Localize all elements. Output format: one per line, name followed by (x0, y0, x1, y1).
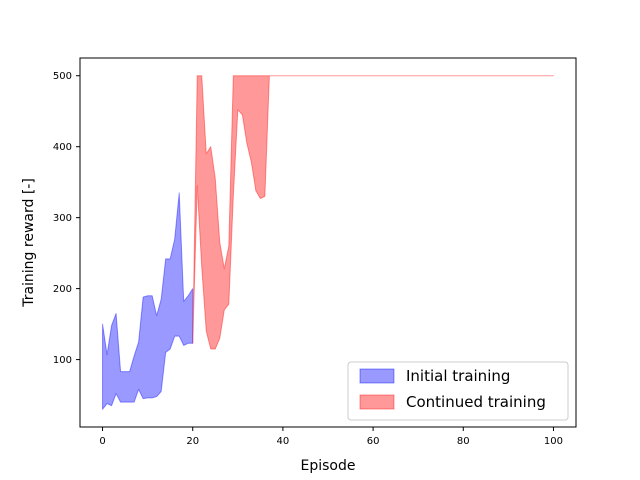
y-tick-label: 200 (53, 284, 72, 295)
x-tick-label: 40 (277, 436, 290, 447)
x-tick-label: 60 (367, 436, 380, 447)
y-tick-label: 500 (53, 71, 72, 82)
legend-label-continued: Continued training (406, 393, 546, 411)
legend: Initial training Continued training (347, 361, 569, 421)
x-axis-title: Episode (301, 458, 356, 474)
y-tick-label: 100 (53, 355, 72, 366)
series-band-0 (102, 192, 194, 410)
y-tick-label: 300 (53, 213, 72, 224)
series-band-1 (192, 75, 554, 350)
x-tick-label: 80 (457, 436, 470, 447)
plot-area-frame (79, 57, 577, 428)
x-tick-label: 0 (99, 436, 105, 447)
legend-box (347, 361, 569, 421)
legend-swatch-continued (359, 394, 395, 410)
y-tick-label: 400 (53, 142, 72, 153)
legend-label-initial: Initial training (406, 367, 510, 385)
y-axis-title: Training reward [-] (21, 178, 37, 308)
legend-swatch-initial (359, 368, 395, 384)
x-tick-label: 100 (544, 436, 563, 447)
x-tick-label: 20 (186, 436, 199, 447)
